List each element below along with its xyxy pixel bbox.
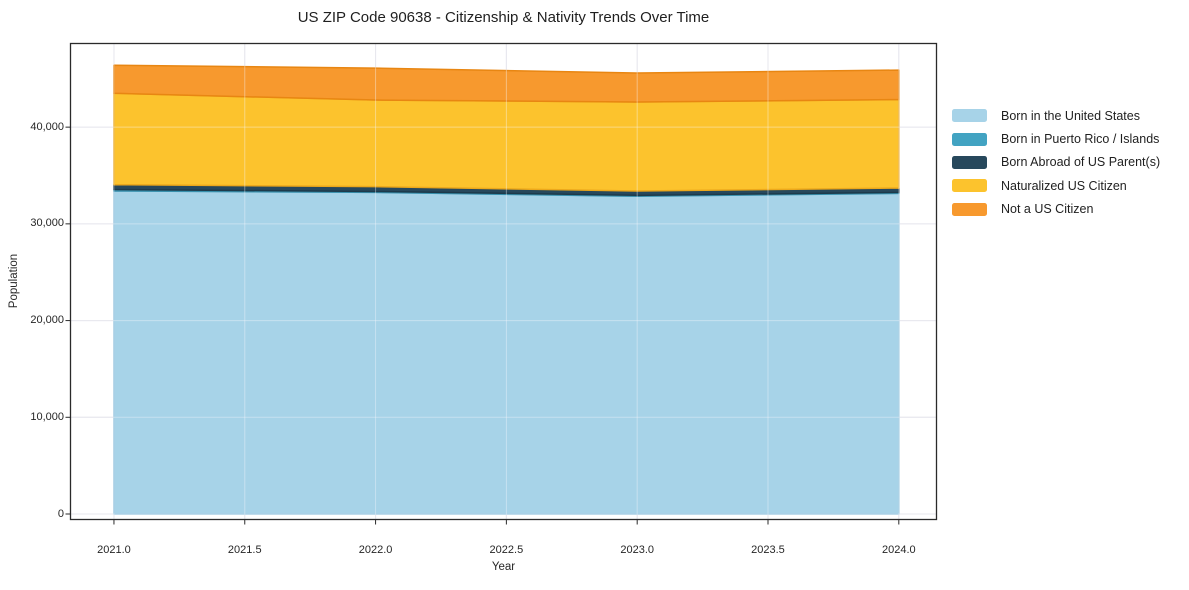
legend-item: Born Abroad of US Parent(s) bbox=[952, 151, 1160, 174]
legend-swatch bbox=[952, 155, 987, 169]
chart-title: US ZIP Code 90638 - Citizenship & Nativi… bbox=[297, 9, 710, 26]
legend-item: Born in the United States bbox=[952, 104, 1160, 127]
x-tick-label: 2023.5 bbox=[751, 544, 785, 556]
legend-label: Not a US Citizen bbox=[1001, 202, 1094, 217]
legend-item: Not a US Citizen bbox=[952, 198, 1160, 221]
y-tick-label: 40,000 bbox=[30, 120, 64, 133]
y-axis-label: Population bbox=[8, 253, 20, 309]
legend-label: Born in the United States bbox=[1001, 108, 1140, 123]
x-axis-label: Year bbox=[491, 561, 516, 573]
legend-item: Naturalized US Citizen bbox=[952, 174, 1160, 197]
legend-label: Born Abroad of US Parent(s) bbox=[1001, 155, 1161, 170]
legend-swatch bbox=[952, 132, 987, 146]
x-tick-label: 2023.0 bbox=[620, 544, 654, 556]
legend-label: Naturalized US Citizen bbox=[1001, 178, 1127, 193]
y-tick-label: 20,000 bbox=[30, 314, 64, 327]
x-tick-label: 2021.5 bbox=[227, 544, 262, 556]
y-tick-label: 0 bbox=[57, 507, 64, 520]
legend-label: Born in Puerto Rico / Islands bbox=[1001, 132, 1160, 147]
x-tick-label: 2022.0 bbox=[358, 544, 393, 556]
legend-swatch bbox=[952, 109, 987, 123]
legend-item: Born in Puerto Rico / Islands bbox=[952, 127, 1160, 150]
y-tick-label: 10,000 bbox=[30, 410, 64, 423]
x-tick-label: 2024.0 bbox=[881, 544, 916, 556]
y-tick-label: 30,000 bbox=[30, 217, 64, 230]
legend-swatch bbox=[952, 202, 987, 216]
legend: Born in the United States Born in Puerto … bbox=[952, 104, 1160, 221]
legend-swatch bbox=[952, 179, 987, 193]
x-tick-label: 2022.5 bbox=[489, 544, 524, 556]
x-tick-label: 2021.0 bbox=[97, 544, 131, 556]
plot-frame bbox=[69, 42, 938, 521]
area-series bbox=[113, 64, 900, 103]
